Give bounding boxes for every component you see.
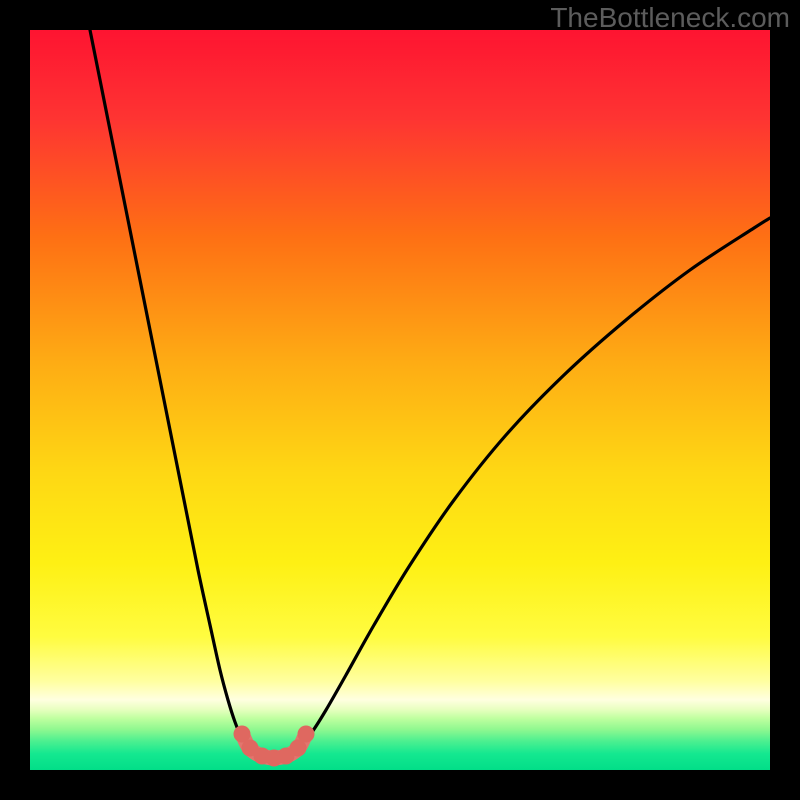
chart-svg xyxy=(30,30,770,770)
watermark-text: TheBottleneck.com xyxy=(550,2,790,34)
chart-frame xyxy=(30,30,770,770)
optimal-point-marker xyxy=(298,726,315,743)
gradient-background xyxy=(30,30,770,770)
plot-area xyxy=(30,30,770,770)
